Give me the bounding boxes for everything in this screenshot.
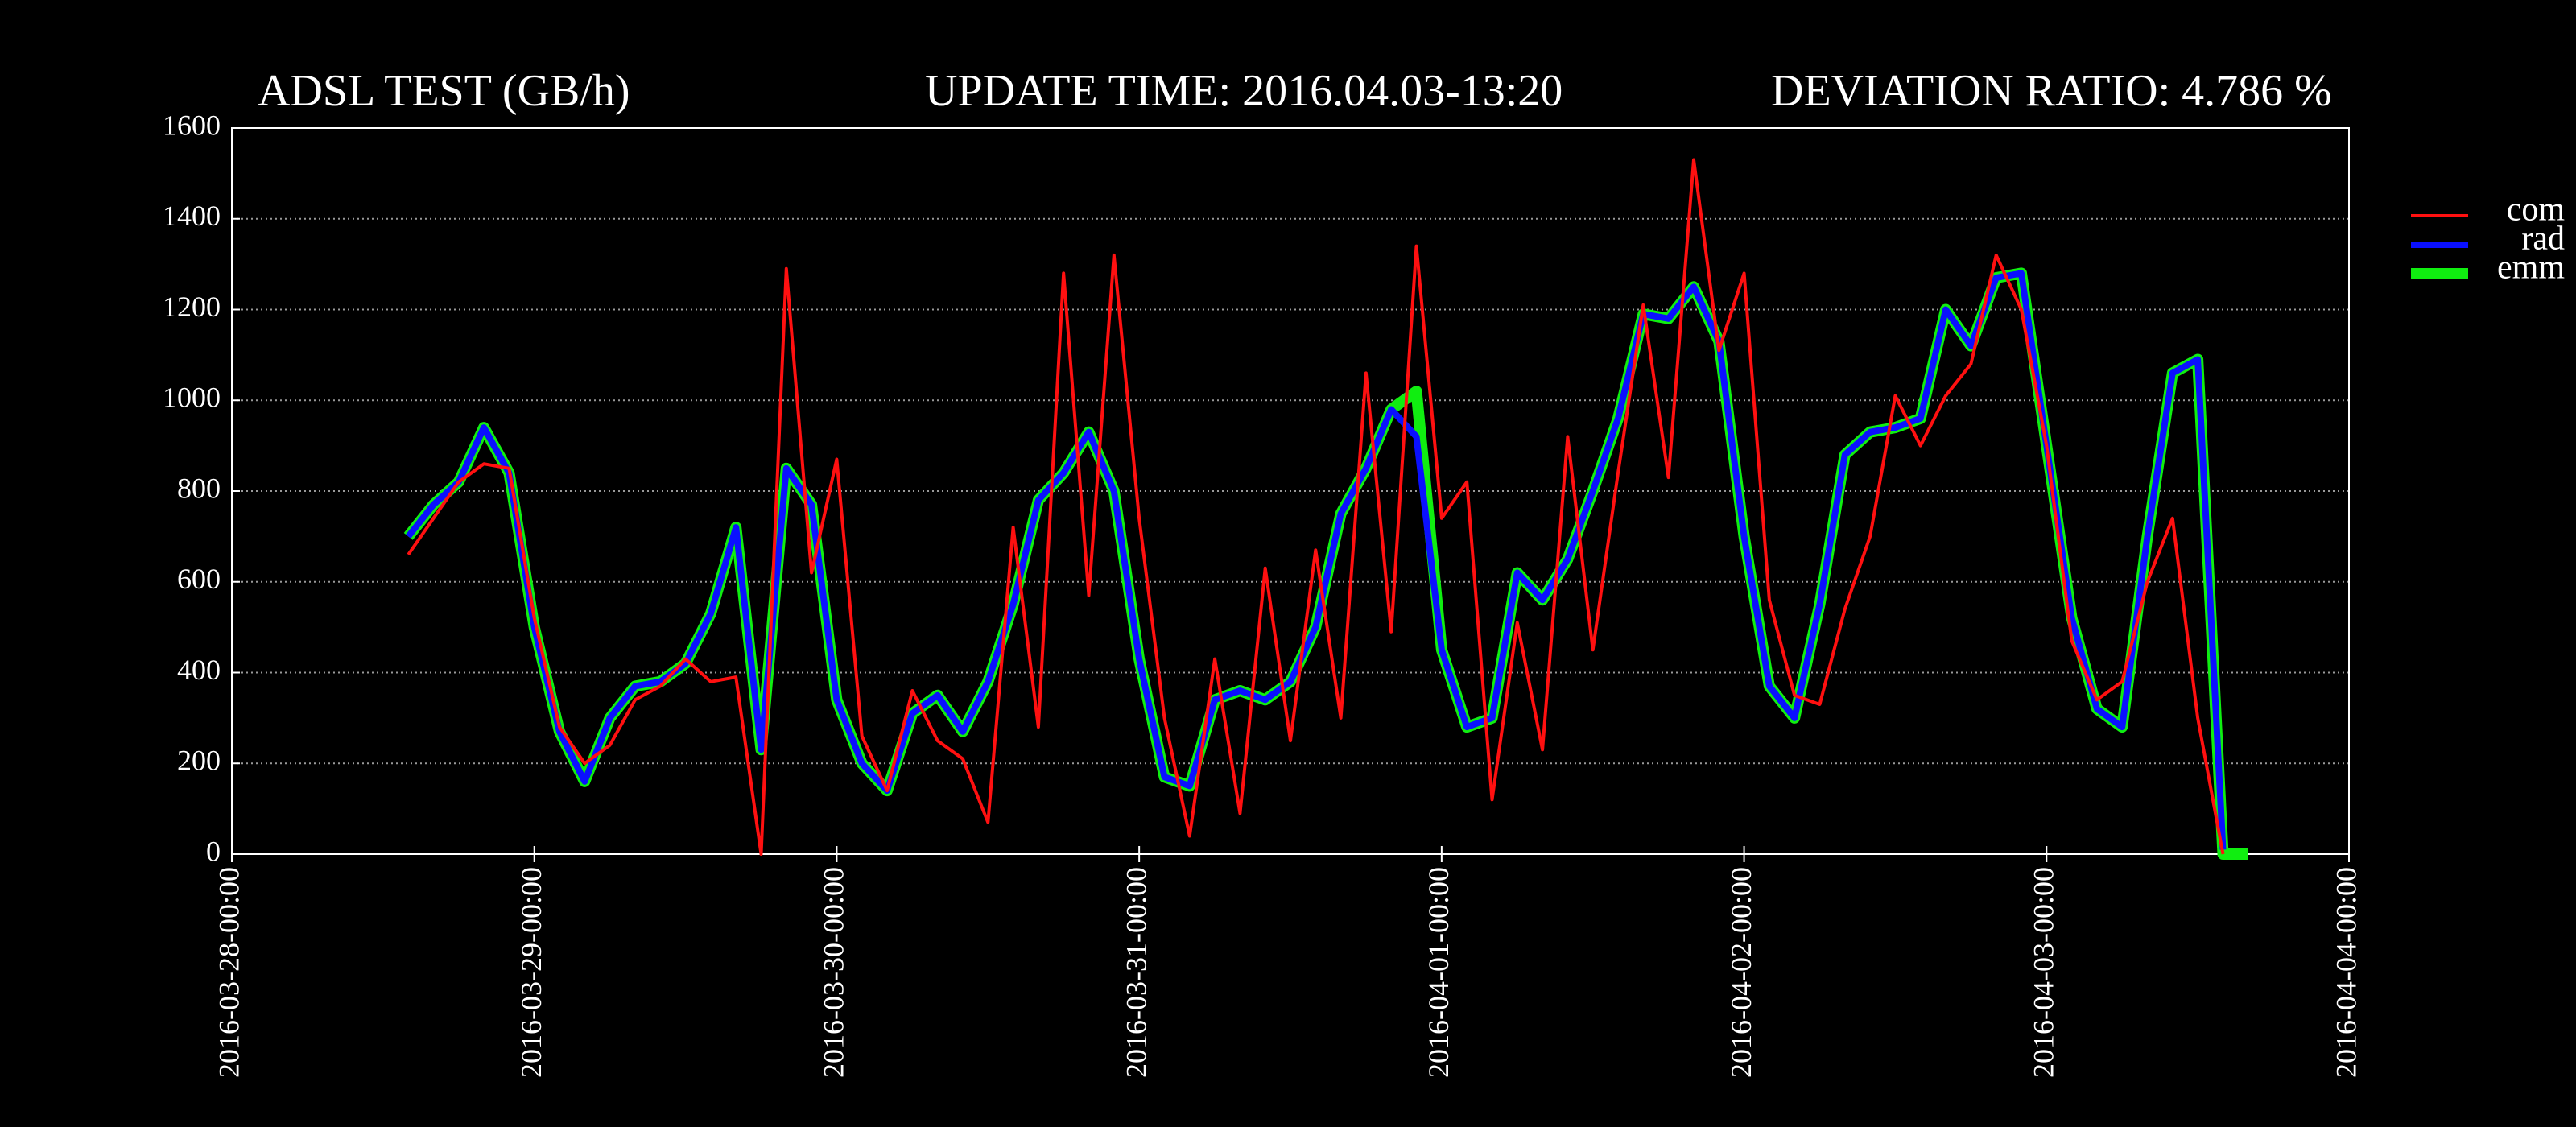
y-tick-label: 1200 (163, 291, 221, 323)
x-tick-label: 2016-04-03-00:00 (2028, 867, 2060, 1078)
series-line (406, 270, 2227, 850)
deviation-ratio: DEVIATION RATIO: 4.786 % (1771, 66, 2332, 116)
y-tick-label: 1000 (163, 382, 221, 414)
x-tick-label: 2016-03-28-00:00 (213, 867, 245, 1078)
update-time: UPDATE TIME: 2016.04.03-13:20 (925, 66, 1563, 116)
y-tick-label: 400 (177, 654, 221, 686)
x-tick-label: 2016-03-30-00:00 (818, 867, 850, 1078)
y-tick-label: 1400 (163, 200, 221, 232)
x-tick-label: 2016-03-29-00:00 (515, 867, 547, 1078)
y-tick-label: 0 (206, 835, 221, 867)
x-tick-label: 2016-04-04-00:00 (2330, 867, 2362, 1078)
x-tick-label: 2016-04-01-00:00 (1422, 867, 1455, 1078)
chart-title: ADSL TEST (GB/h) (258, 66, 630, 116)
y-tick-label: 800 (177, 472, 221, 504)
y-tick-label: 200 (177, 745, 221, 777)
legend-label: com (2507, 192, 2566, 229)
legend-label: emm (2497, 250, 2565, 287)
series-line (407, 158, 2225, 856)
x-tick-label: 2016-03-31-00:00 (1120, 867, 1152, 1078)
x-tick-label: 2016-04-02-00:00 (1725, 867, 1757, 1078)
y-tick-label: 600 (177, 563, 221, 595)
plot-frame (231, 127, 2350, 855)
y-tick-label: 1600 (163, 109, 221, 141)
legend-label: rad (2521, 221, 2565, 258)
